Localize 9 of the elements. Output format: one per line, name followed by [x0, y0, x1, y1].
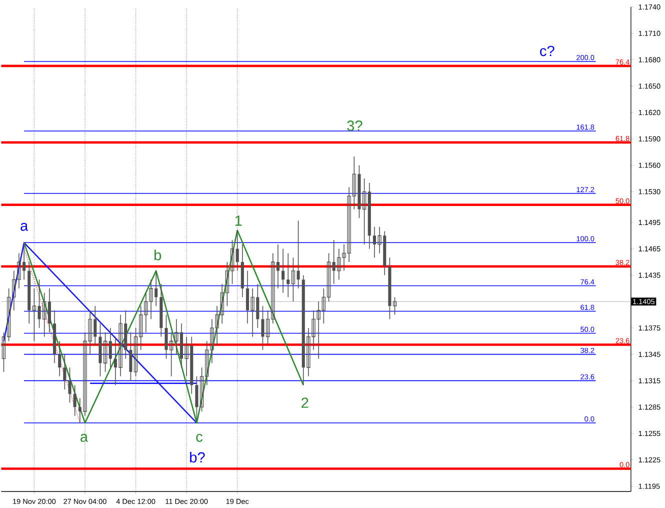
annotation: 1: [235, 215, 242, 226]
annotation: 3?: [347, 120, 362, 131]
annotation: a: [20, 222, 28, 231]
annotation: a: [80, 434, 88, 442]
annotation: c?: [540, 46, 554, 56]
annotation: b?: [190, 452, 205, 462]
annotation: c: [196, 434, 203, 442]
annotation: 2: [302, 397, 308, 408]
annotation: b: [154, 249, 162, 260]
